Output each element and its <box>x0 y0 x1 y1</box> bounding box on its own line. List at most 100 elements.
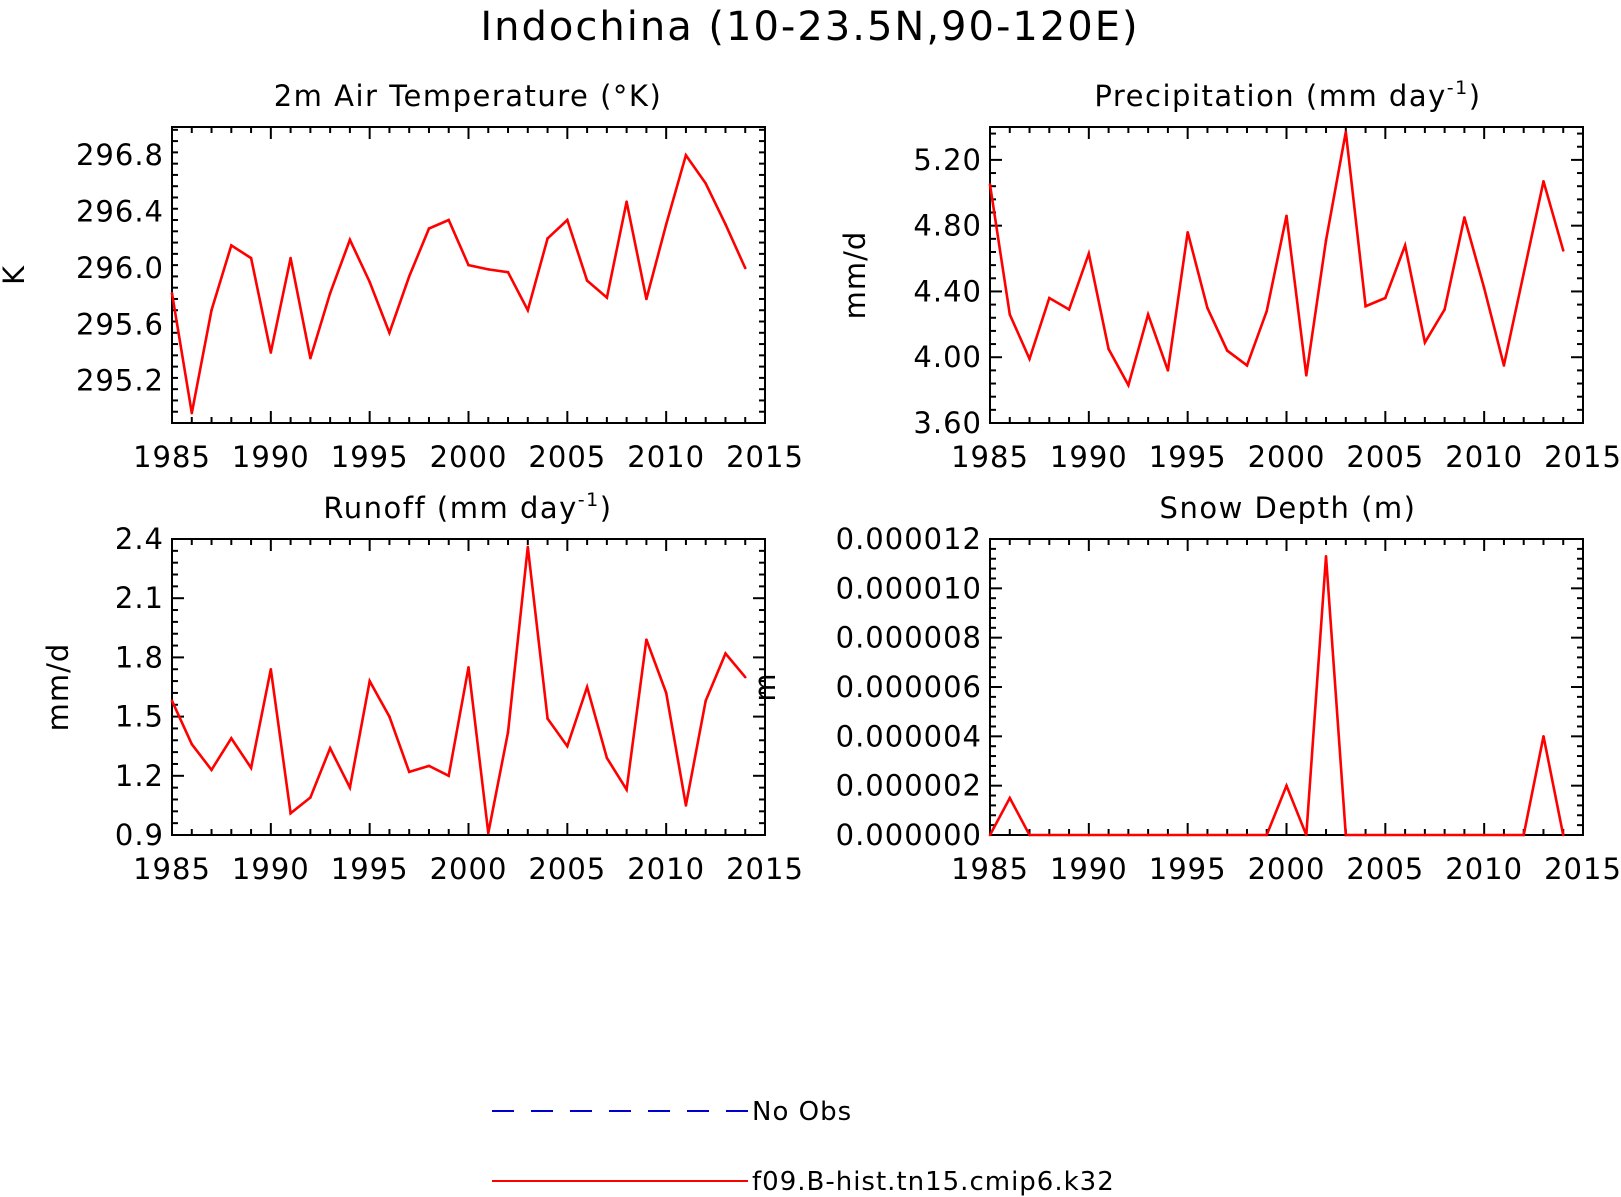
data-point <box>664 691 668 695</box>
data-point <box>348 238 352 242</box>
series-line <box>988 131 1565 389</box>
y-tick-label: 4.00 <box>913 340 982 374</box>
data-point <box>1324 239 1328 242</box>
data-point <box>1364 304 1367 308</box>
data-point <box>1166 369 1170 372</box>
data-point <box>1443 833 1446 837</box>
data-point <box>467 263 470 267</box>
data-point <box>407 770 411 774</box>
data-point <box>486 831 490 835</box>
data-point <box>1127 833 1130 837</box>
x-tick-label: 1985 <box>951 440 1029 474</box>
data-point <box>1423 833 1427 837</box>
data-point <box>1087 833 1091 837</box>
series-line <box>988 556 1565 837</box>
data-point <box>1364 833 1367 837</box>
data-point <box>1542 179 1545 183</box>
x-tick-label: 1990 <box>232 440 310 474</box>
data-point <box>645 297 648 301</box>
data-point <box>289 256 292 260</box>
data-point <box>605 756 609 760</box>
y-tick-label: 0.000006 <box>836 670 982 704</box>
data-point <box>1463 833 1466 837</box>
y-tick-label: 4.80 <box>913 209 982 243</box>
data-point <box>328 746 332 750</box>
x-tick-label: 1990 <box>1050 440 1128 474</box>
data-point <box>625 788 628 791</box>
data-point <box>1285 784 1288 787</box>
y-tick-label: 0.000012 <box>836 522 982 556</box>
data-point <box>309 796 312 799</box>
data-point <box>1384 296 1387 300</box>
data-point <box>1127 383 1130 387</box>
series-points <box>170 153 747 415</box>
x-tick-label: 1995 <box>1149 440 1227 474</box>
y-tick-label: 5.20 <box>913 143 982 177</box>
x-tick-label: 2015 <box>726 440 804 474</box>
legend-label-model: f09.B-hist.tn15.cmip6.k32 <box>752 1167 1115 1197</box>
data-point <box>1048 296 1051 300</box>
y-axis-label: m <box>748 672 782 701</box>
x-tick-label: 2005 <box>1346 440 1424 474</box>
data-point <box>566 218 569 222</box>
panel-2: Precipitation (mm day-1) 1985 1990 1995 2000… <box>838 77 1621 474</box>
series-line <box>170 152 747 414</box>
x-tick-label: 2000 <box>1248 440 1326 474</box>
panel-4: Snow Depth (m) 1985 1990 1995 2000 2005 2010 20… <box>748 491 1621 886</box>
data-point <box>605 296 609 299</box>
x-tick-label: 2000 <box>1248 852 1326 886</box>
data-point <box>1285 214 1288 218</box>
data-point <box>1384 833 1387 837</box>
x-tick-label: 2015 <box>726 852 804 886</box>
data-point <box>1482 833 1486 837</box>
y-tick-label: 1.2 <box>115 759 164 793</box>
data-point <box>190 742 194 746</box>
data-point <box>1067 833 1071 837</box>
data-point <box>1028 357 1031 361</box>
x-tick-label: 1995 <box>331 852 409 886</box>
data-point <box>585 279 589 282</box>
data-point <box>546 237 549 240</box>
data-point <box>388 331 391 335</box>
figure-title: Indochina (10-23.5N,90-120E) <box>480 4 1139 50</box>
plot-frame <box>171 126 766 424</box>
plot-frame <box>989 538 1584 836</box>
data-point <box>328 292 332 295</box>
data-point <box>1561 833 1565 837</box>
x-tick-label: 1985 <box>951 852 1029 886</box>
data-point <box>1502 364 1506 367</box>
data-point <box>170 699 174 703</box>
data-point <box>1087 252 1091 255</box>
y-tick-label: 296.8 <box>76 138 164 172</box>
data-point <box>427 764 431 768</box>
y-tick-label: 1.8 <box>115 640 164 674</box>
y-tick-label: 2.1 <box>115 581 164 615</box>
data-point <box>190 411 194 415</box>
data-point <box>1146 313 1150 316</box>
x-tick-label: 1990 <box>232 852 310 886</box>
data-point <box>348 786 352 789</box>
data-point <box>1245 364 1249 367</box>
data-point <box>988 833 992 837</box>
x-tick-label: 2010 <box>627 852 705 886</box>
panel-1: 2m Air Temperature (°K) 1985 1990 1995 2000 2… <box>0 79 804 474</box>
x-tick-label: 2000 <box>430 440 508 474</box>
x-tick-label: 2000 <box>430 852 508 886</box>
panel-title: 2m Air Temperature (°K) <box>274 79 663 113</box>
data-point <box>1344 833 1348 837</box>
data-point <box>585 685 589 689</box>
y-axis-label: K <box>0 265 31 285</box>
data-point <box>249 766 253 770</box>
data-point <box>1403 244 1407 247</box>
data-point <box>170 292 174 295</box>
data-point <box>467 665 470 669</box>
data-point <box>230 244 233 247</box>
x-tick-label: 1985 <box>133 852 211 886</box>
y-tick-label: 0.000002 <box>836 769 982 803</box>
y-tick-label: 295.2 <box>76 364 164 398</box>
y-tick-label: 296.0 <box>76 251 164 285</box>
data-point <box>1423 341 1427 344</box>
x-tick-label: 1990 <box>1050 852 1128 886</box>
data-point <box>1206 833 1209 837</box>
data-point <box>210 768 213 772</box>
